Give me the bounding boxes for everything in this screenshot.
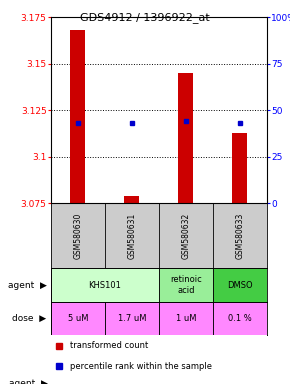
Text: DMSO: DMSO <box>227 281 253 290</box>
Text: GSM580633: GSM580633 <box>235 213 244 259</box>
Bar <box>51 268 159 302</box>
Text: GDS4912 / 1396922_at: GDS4912 / 1396922_at <box>80 12 210 23</box>
Bar <box>51 302 105 335</box>
Bar <box>232 132 247 203</box>
Text: 1.7 uM: 1.7 uM <box>117 314 146 323</box>
Text: dose  ▶: dose ▶ <box>12 314 46 323</box>
Text: KHS101: KHS101 <box>88 281 121 290</box>
Text: 1 uM: 1 uM <box>175 314 196 323</box>
Text: GSM580631: GSM580631 <box>127 213 136 259</box>
Bar <box>124 196 139 203</box>
Bar <box>213 268 267 302</box>
Text: GSM580630: GSM580630 <box>73 213 82 259</box>
Bar <box>105 302 159 335</box>
Text: agent  ▶: agent ▶ <box>8 281 46 290</box>
Bar <box>159 268 213 302</box>
Bar <box>213 302 267 335</box>
Text: GSM580632: GSM580632 <box>181 213 190 259</box>
Text: 0.1 %: 0.1 % <box>228 314 252 323</box>
Bar <box>159 302 213 335</box>
Bar <box>178 73 193 203</box>
Text: percentile rank within the sample: percentile rank within the sample <box>70 362 212 371</box>
Text: transformed count: transformed count <box>70 341 148 350</box>
Text: agent  ▶: agent ▶ <box>9 379 48 384</box>
Bar <box>70 30 85 203</box>
Text: 5 uM: 5 uM <box>68 314 88 323</box>
Text: retinoic
acid: retinoic acid <box>170 275 202 295</box>
